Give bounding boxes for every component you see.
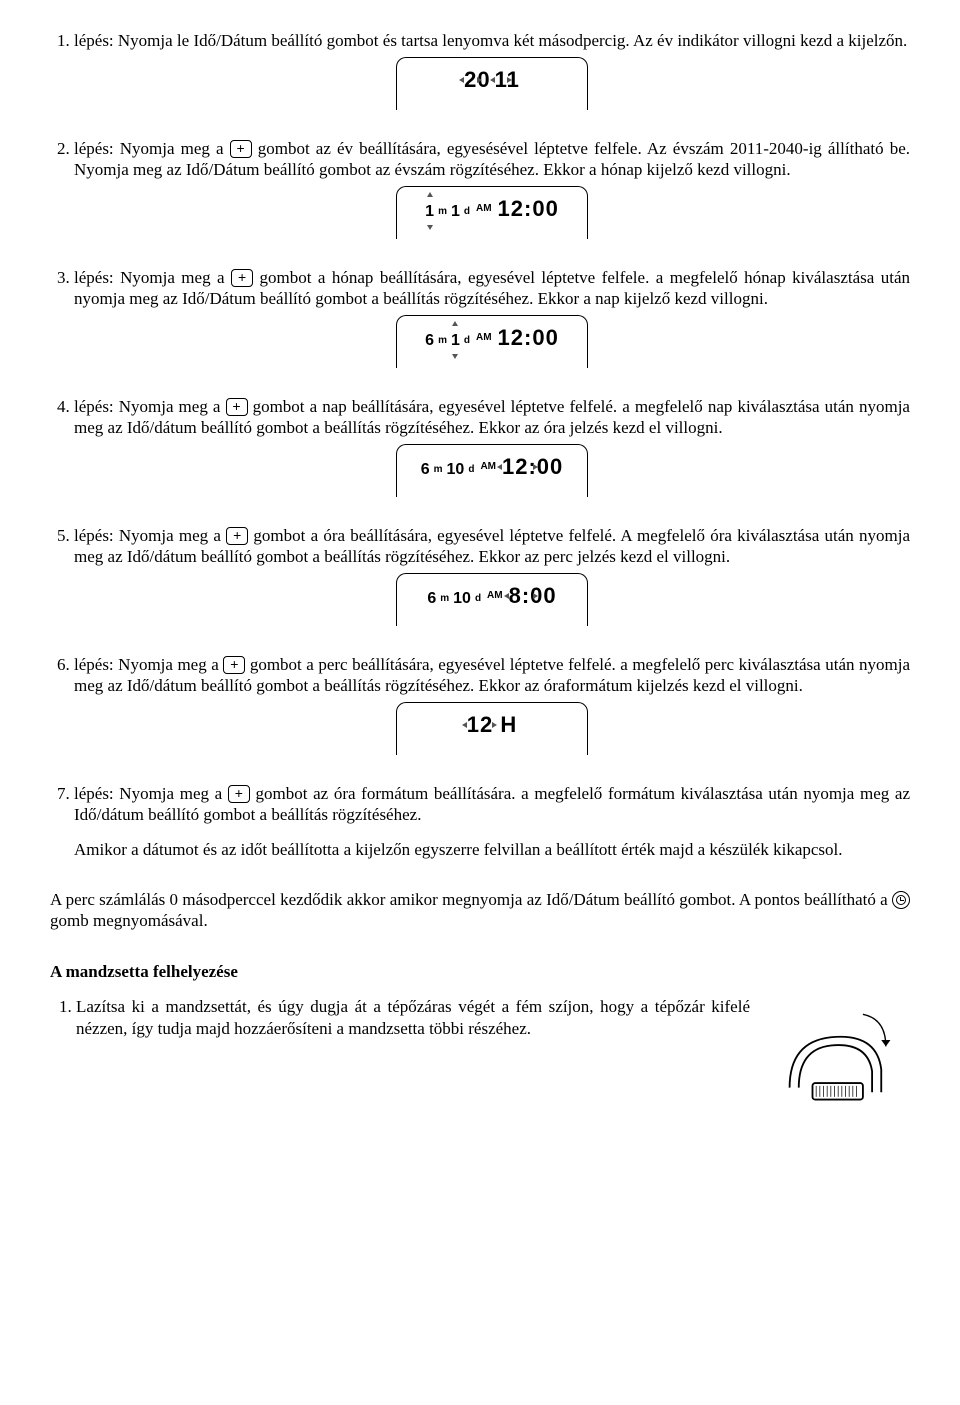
lcd-month: 1m 1d AM 12:00 (74, 186, 910, 239)
cuff-illustration (770, 996, 910, 1111)
cuff-item-1: Lazítsa ki a mandzsettát, és úgy dugja á… (76, 996, 750, 1039)
lcd-day: 6m 1d AM 12:00 (74, 315, 910, 368)
plus-icon: + (226, 527, 248, 545)
step-7: lépés: Nyomja meg a + gombot az óra form… (74, 783, 910, 861)
lcd-year: 20 11 (74, 57, 910, 110)
clock-icon (892, 891, 910, 909)
seconds-note: A perc számlálás 0 másodperccel kezdődik… (50, 889, 910, 932)
lcd-hour: 6m 10d AM 12:00 (74, 444, 910, 497)
lcd-minute: 6m 10d AM 8:00 (74, 573, 910, 626)
step-6: lépés: Nyomja meg a + gombot a perc beál… (74, 654, 910, 755)
cuff-list: Lazítsa ki a mandzsettát, és úgy dugja á… (50, 996, 750, 1039)
step-7-extra: Amikor a dátumot és az időt beállította … (74, 839, 910, 860)
steps-list: lépés: Nyomja le Idő/Dátum beállító gomb… (50, 30, 910, 861)
plus-icon: + (223, 656, 245, 674)
plus-icon: + (226, 398, 248, 416)
plus-icon: + (230, 140, 252, 158)
step-text: lépés: Nyomja le Idő/Dátum beállító gomb… (74, 31, 907, 50)
plus-icon: + (231, 269, 253, 287)
plus-icon: + (228, 785, 250, 803)
lcd-format: 12 H (74, 702, 910, 755)
cuff-section: Lazítsa ki a mandzsettát, és úgy dugja á… (50, 996, 910, 1111)
step-2: lépés: Nyomja meg a + gombot az év beáll… (74, 138, 910, 239)
step-5: lépés: Nyomja meg a + gombot a óra beáll… (74, 525, 910, 626)
step-1: lépés: Nyomja le Idő/Dátum beállító gomb… (74, 30, 910, 110)
step-4: lépés: Nyomja meg a + gombot a nap beáll… (74, 396, 910, 497)
step-3: lépés: Nyomja meg a + gombot a hónap beá… (74, 267, 910, 368)
cuff-heading: A mandzsetta felhelyezése (50, 961, 910, 982)
